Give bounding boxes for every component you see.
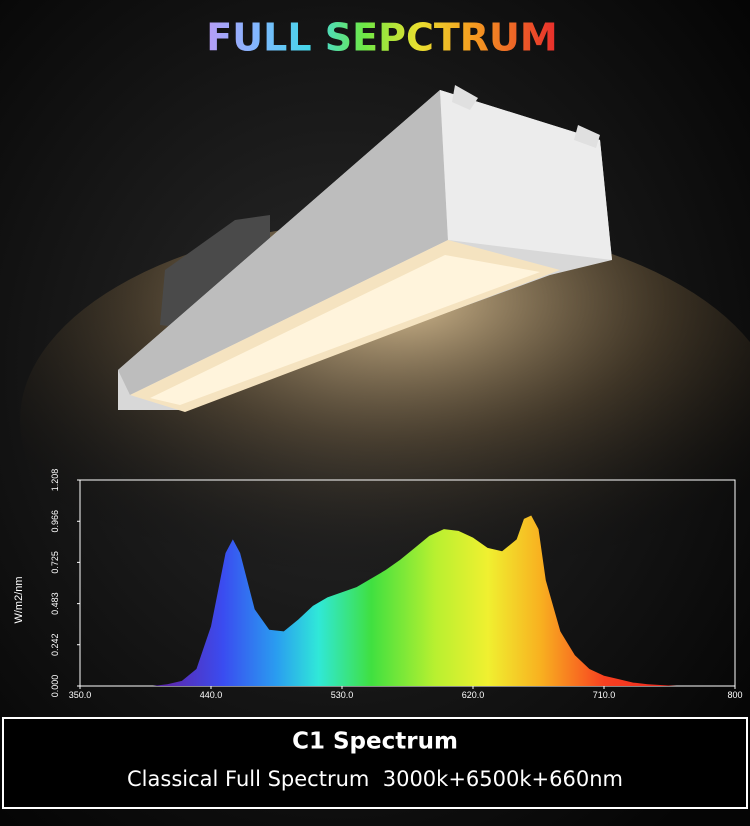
x-tick-label: 350.0: [69, 690, 92, 700]
x-tick-label: 800: [727, 690, 742, 700]
plot: 350.0 440.0 530.0 620.0 710.0 800 0.000 0.242 0.…: [50, 469, 743, 700]
x-tick-label: 530.0: [331, 690, 354, 700]
caption-subtitle: Classical Full Spectrum 3000k+6500k+660n…: [127, 767, 623, 791]
y-tick-label: 0.242: [50, 633, 60, 656]
y-tick-label: 1.208: [50, 469, 60, 492]
y-tick-label: 0.725: [50, 551, 60, 574]
lamp: [118, 85, 612, 412]
y-tick-label: 0.483: [50, 592, 60, 615]
caption-box: [2, 717, 748, 809]
caption-title: C1 Spectrum: [292, 729, 458, 755]
page-title: FULL SEPCTRUM: [206, 16, 557, 60]
x-tick-label: 620.0: [462, 690, 485, 700]
x-tick-label: 440.0: [200, 690, 223, 700]
y-tick-label: 0.000: [50, 675, 60, 698]
y-axis-label: W/m2/nm: [13, 576, 25, 623]
spectrum-area: [152, 515, 677, 686]
y-tick-label: 0.966: [50, 510, 60, 533]
x-tick-label: 710.0: [593, 690, 616, 700]
